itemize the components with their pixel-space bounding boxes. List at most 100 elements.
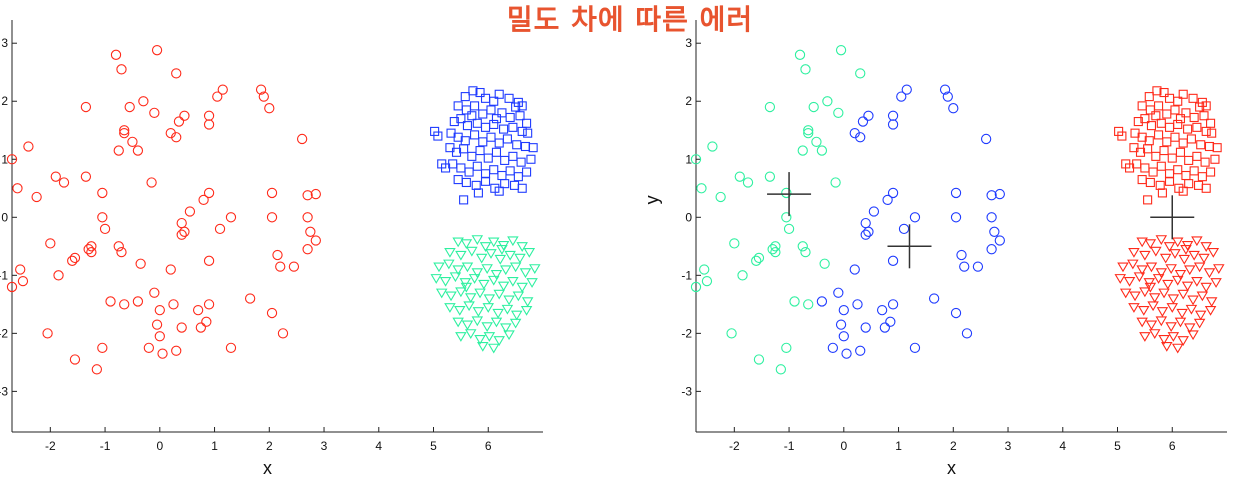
data-point: [1133, 272, 1146, 283]
data-point: [1123, 276, 1136, 287]
data-point: [1181, 281, 1194, 292]
data-point: [1162, 279, 1174, 290]
data-point: [1178, 186, 1188, 196]
data-point: [1177, 289, 1189, 300]
data-point: [1156, 118, 1166, 128]
data-point: [887, 187, 899, 199]
data-point: [483, 153, 493, 163]
data-point: [302, 212, 313, 223]
data-point: [173, 116, 185, 127]
data-point: [491, 147, 502, 157]
data-point: [439, 276, 452, 287]
data-point: [1175, 114, 1186, 124]
data-point: [466, 246, 478, 257]
data-point: [887, 119, 899, 130]
data-point: [500, 155, 510, 165]
data-point: [1144, 92, 1154, 102]
data-point: [449, 116, 459, 127]
data-point: [452, 317, 464, 328]
data-point: [500, 265, 512, 276]
data-point: [1180, 245, 1192, 255]
x-tick-label: 2: [950, 439, 957, 453]
data-point: [460, 92, 470, 102]
data-point: [860, 229, 871, 240]
data-point: [58, 177, 70, 188]
data-point: [1191, 236, 1203, 247]
data-point: [1200, 242, 1212, 252]
data-point: [1192, 122, 1202, 132]
data-point: [474, 335, 486, 345]
data-point: [701, 275, 713, 287]
data-point: [822, 96, 833, 107]
x-tick-label: 2: [266, 439, 273, 453]
data-point: [225, 212, 237, 223]
data-point: [489, 96, 499, 106]
data-point: [154, 331, 165, 342]
data-point: [494, 138, 504, 148]
data-point: [1161, 341, 1173, 352]
data-point: [478, 109, 488, 119]
data-point: [494, 254, 507, 265]
y-tick-label: -3: [0, 384, 8, 398]
data-point: [444, 303, 456, 313]
data-point: [119, 299, 130, 310]
data-point: [1137, 101, 1147, 111]
data-point: [1201, 126, 1211, 136]
data-point: [502, 134, 512, 144]
data-point: [885, 316, 896, 327]
data-point: [296, 133, 308, 145]
data-point: [1143, 144, 1153, 154]
data-point: [887, 255, 899, 266]
data-point: [1151, 111, 1161, 121]
data-point: [143, 342, 155, 354]
data-point: [1162, 137, 1172, 147]
data-point: [445, 291, 457, 302]
data-point: [516, 157, 526, 167]
data-point: [855, 132, 866, 143]
data-point: [1156, 307, 1169, 317]
data-point: [715, 191, 726, 203]
data-point: [165, 264, 176, 275]
data-point: [1143, 278, 1156, 288]
data-point: [849, 264, 860, 275]
data-point: [1167, 294, 1180, 305]
data-point: [1186, 134, 1196, 144]
data-point: [797, 241, 808, 252]
data-point: [1158, 335, 1170, 345]
data-point: [794, 49, 806, 60]
data-point: [986, 190, 997, 201]
data-point: [1196, 140, 1206, 150]
data-point: [519, 268, 532, 279]
data-point: [1201, 101, 1211, 111]
data-point: [486, 105, 496, 115]
y-tick-label: 3: [1, 36, 8, 50]
data-point: [110, 49, 122, 60]
data-point: [1114, 126, 1124, 136]
data-point: [1169, 249, 1181, 259]
data-point: [1129, 143, 1139, 153]
data-point: [479, 242, 492, 252]
data-point: [827, 342, 839, 354]
data-point: [151, 319, 163, 330]
page-title: 밀도 차에 따른 에러: [506, 3, 754, 36]
data-point: [1148, 329, 1161, 339]
data-point: [471, 268, 484, 279]
data-point: [1155, 268, 1168, 279]
data-point: [453, 101, 463, 111]
data-point: [1203, 268, 1216, 279]
data-point: [509, 318, 522, 329]
data-point: [482, 303, 495, 313]
data-point: [819, 258, 830, 269]
data-point: [124, 101, 135, 113]
data-point: [909, 342, 921, 354]
data-point: [950, 187, 962, 199]
data-point: [1156, 161, 1166, 171]
data-point: [1157, 188, 1167, 198]
data-point: [509, 262, 522, 273]
data-point: [472, 118, 482, 128]
data-point: [1159, 146, 1169, 156]
data-point: [1183, 124, 1193, 134]
data-point: [86, 246, 97, 258]
data-point: [994, 235, 1005, 246]
data-point: [882, 194, 893, 206]
